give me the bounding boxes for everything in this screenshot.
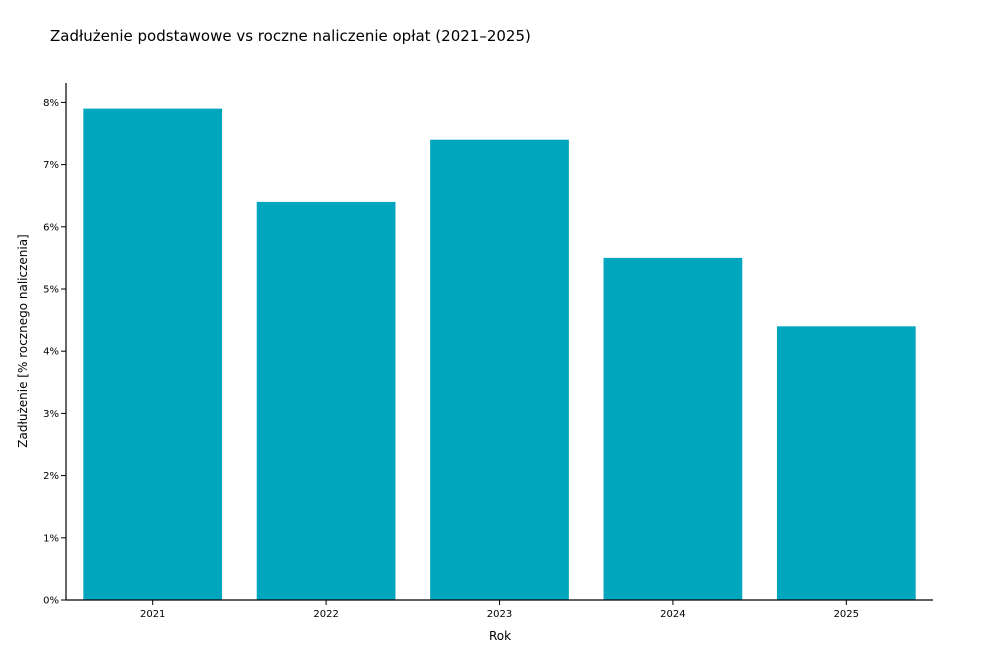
y-tick-label: 2% (43, 471, 59, 482)
x-tick-label: 2023 (487, 609, 512, 620)
y-tick-label: 3% (43, 409, 59, 420)
x-tick-label: 2022 (313, 609, 338, 620)
bar-2024 (603, 257, 743, 600)
y-tick-label: 7% (43, 160, 59, 171)
chart-title: Zadłużenie podstawowe vs roczne naliczen… (50, 27, 531, 45)
x-axis: 2021 2022 2023 2024 2025 (66, 599, 933, 620)
y-tick-label: 8% (43, 98, 59, 109)
bar-2021 (83, 108, 223, 601)
x-tick-label: 2021 (140, 609, 165, 620)
y-tick-label: 6% (43, 222, 59, 233)
y-tick-label: 5% (43, 285, 59, 296)
x-axis-label: Rok (489, 629, 511, 643)
y-axis: 0% 1% 2% 3% 4% 5% 6% 7% 8% (43, 83, 67, 607)
y-axis-label: Zadłużenie [% rocznego naliczenia] (16, 234, 30, 447)
bar-2022 (256, 201, 396, 601)
x-tick-label: 2024 (660, 609, 685, 620)
y-tick-label: 1% (43, 533, 59, 544)
bars-group (83, 108, 916, 601)
y-tick-label: 0% (43, 596, 59, 607)
bar-2025 (776, 326, 916, 600)
bar-2023 (430, 139, 569, 600)
x-tick-label: 2025 (834, 609, 859, 620)
y-tick-label: 4% (43, 347, 59, 358)
